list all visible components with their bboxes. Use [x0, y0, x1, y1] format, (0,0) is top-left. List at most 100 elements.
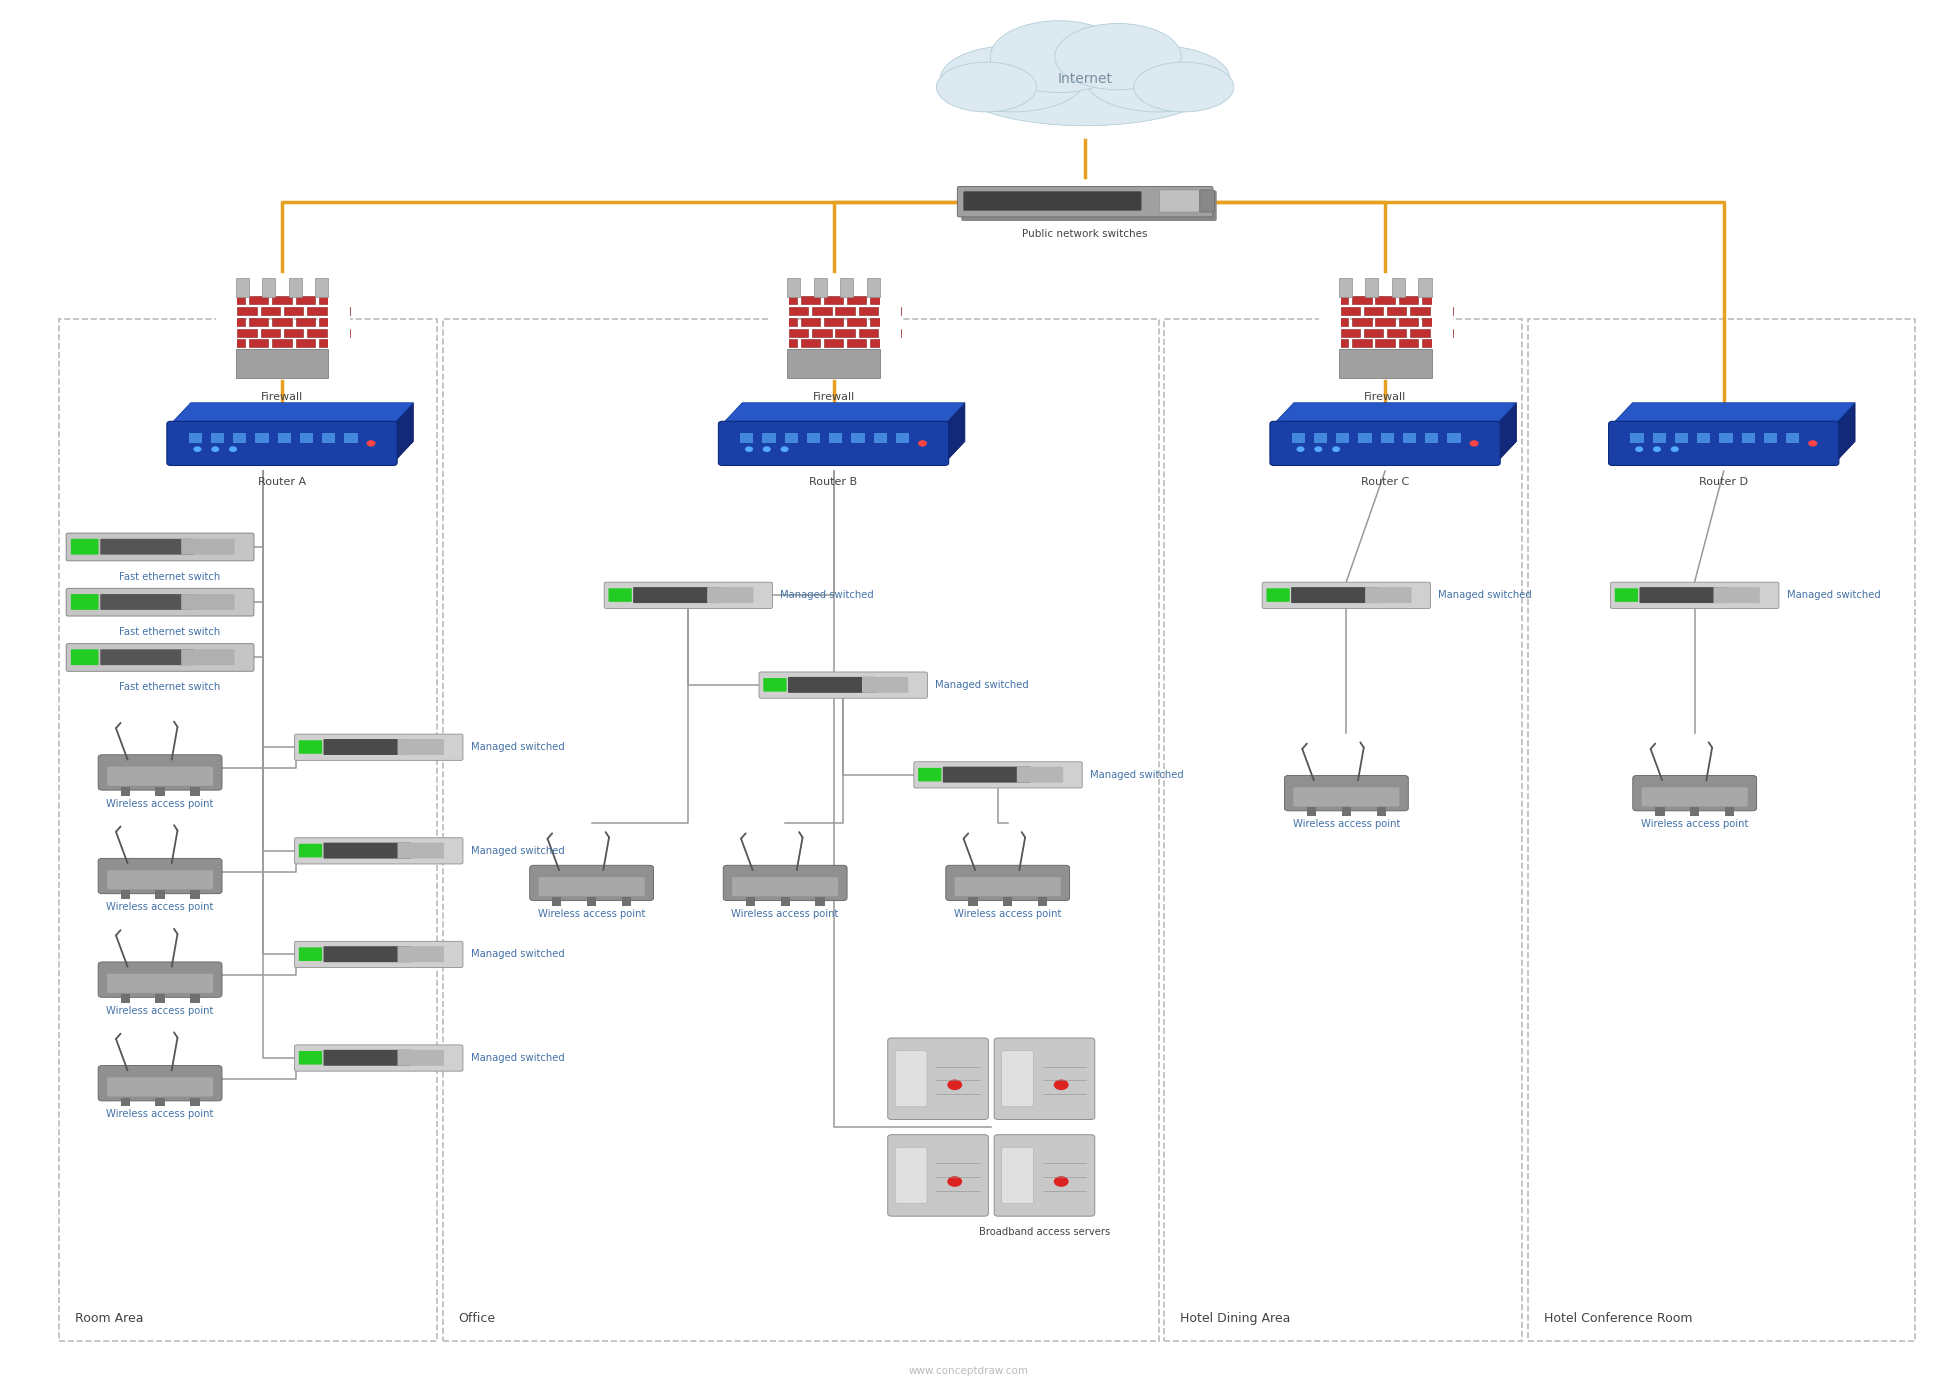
FancyBboxPatch shape: [236, 349, 328, 378]
FancyBboxPatch shape: [1411, 328, 1430, 336]
Bar: [816, 897, 826, 907]
Bar: [1630, 433, 1643, 443]
FancyBboxPatch shape: [262, 278, 275, 298]
Bar: [120, 994, 130, 1003]
Bar: [188, 433, 202, 443]
Text: Wireless access point: Wireless access point: [953, 909, 1062, 919]
Bar: [1376, 807, 1386, 817]
Polygon shape: [393, 403, 413, 462]
Circle shape: [211, 446, 219, 453]
FancyBboxPatch shape: [859, 307, 878, 316]
Circle shape: [1054, 1176, 1068, 1187]
Text: Wireless access point: Wireless access point: [1293, 819, 1399, 829]
FancyBboxPatch shape: [316, 278, 328, 298]
Bar: [328, 295, 349, 349]
FancyBboxPatch shape: [1269, 421, 1500, 465]
Ellipse shape: [953, 43, 1217, 126]
Text: Managed switched: Managed switched: [1787, 591, 1880, 601]
FancyBboxPatch shape: [870, 339, 890, 347]
FancyBboxPatch shape: [963, 191, 1141, 210]
FancyBboxPatch shape: [955, 877, 1060, 897]
Circle shape: [1314, 446, 1322, 453]
FancyBboxPatch shape: [824, 296, 843, 304]
FancyBboxPatch shape: [723, 865, 847, 901]
FancyBboxPatch shape: [1285, 775, 1409, 811]
FancyBboxPatch shape: [1329, 339, 1349, 347]
Bar: [895, 433, 909, 443]
Bar: [190, 890, 200, 900]
Circle shape: [1297, 446, 1304, 453]
Circle shape: [948, 1080, 961, 1091]
FancyBboxPatch shape: [180, 594, 234, 610]
FancyBboxPatch shape: [800, 296, 820, 304]
Bar: [1359, 433, 1372, 443]
FancyBboxPatch shape: [72, 538, 99, 555]
FancyBboxPatch shape: [250, 339, 269, 347]
FancyBboxPatch shape: [1364, 587, 1411, 603]
FancyBboxPatch shape: [295, 734, 463, 760]
Ellipse shape: [990, 21, 1128, 93]
FancyBboxPatch shape: [66, 644, 254, 671]
FancyBboxPatch shape: [262, 328, 281, 336]
Bar: [345, 433, 359, 443]
Polygon shape: [946, 403, 965, 462]
FancyBboxPatch shape: [107, 1077, 213, 1096]
FancyBboxPatch shape: [847, 296, 866, 304]
FancyBboxPatch shape: [298, 740, 322, 754]
Text: Firewall: Firewall: [812, 392, 855, 401]
FancyBboxPatch shape: [295, 339, 314, 347]
FancyBboxPatch shape: [318, 296, 337, 304]
Bar: [155, 890, 165, 900]
FancyBboxPatch shape: [1610, 583, 1779, 609]
FancyBboxPatch shape: [1614, 588, 1638, 602]
FancyBboxPatch shape: [66, 588, 254, 616]
Bar: [190, 994, 200, 1003]
FancyBboxPatch shape: [180, 649, 234, 666]
Bar: [1380, 433, 1393, 443]
FancyBboxPatch shape: [1364, 307, 1384, 316]
FancyBboxPatch shape: [946, 865, 1070, 901]
FancyBboxPatch shape: [882, 328, 901, 336]
Circle shape: [194, 446, 202, 453]
Bar: [969, 897, 977, 907]
FancyBboxPatch shape: [1329, 318, 1349, 325]
Bar: [1655, 807, 1665, 817]
FancyBboxPatch shape: [329, 328, 349, 336]
FancyBboxPatch shape: [285, 307, 302, 316]
Text: Managed switched: Managed switched: [471, 949, 564, 959]
FancyBboxPatch shape: [919, 768, 942, 782]
FancyBboxPatch shape: [1376, 296, 1395, 304]
FancyBboxPatch shape: [1641, 787, 1748, 807]
FancyBboxPatch shape: [539, 877, 645, 897]
Text: Managed switched: Managed switched: [1438, 591, 1533, 601]
FancyBboxPatch shape: [318, 339, 337, 347]
Bar: [622, 897, 632, 907]
Bar: [1432, 295, 1454, 349]
FancyBboxPatch shape: [605, 583, 773, 609]
Circle shape: [1636, 446, 1643, 453]
FancyBboxPatch shape: [812, 307, 831, 316]
FancyBboxPatch shape: [295, 296, 314, 304]
Text: Hotel Dining Area: Hotel Dining Area: [1180, 1312, 1291, 1324]
FancyBboxPatch shape: [107, 974, 213, 992]
FancyBboxPatch shape: [99, 858, 223, 894]
Bar: [190, 1098, 200, 1106]
FancyBboxPatch shape: [1640, 587, 1727, 603]
FancyBboxPatch shape: [250, 296, 269, 304]
Bar: [1320, 295, 1341, 349]
FancyBboxPatch shape: [994, 1038, 1095, 1120]
Bar: [767, 295, 789, 349]
FancyBboxPatch shape: [101, 594, 194, 610]
Text: Wireless access point: Wireless access point: [731, 909, 839, 919]
Bar: [1742, 433, 1756, 443]
Text: Office: Office: [457, 1312, 496, 1324]
Text: Broadband access servers: Broadband access servers: [979, 1228, 1110, 1237]
FancyBboxPatch shape: [1391, 278, 1405, 298]
Bar: [256, 433, 269, 443]
Bar: [1403, 433, 1417, 443]
FancyBboxPatch shape: [859, 328, 878, 336]
FancyBboxPatch shape: [870, 318, 890, 325]
FancyBboxPatch shape: [324, 947, 411, 962]
FancyBboxPatch shape: [1353, 296, 1372, 304]
Polygon shape: [723, 403, 965, 424]
